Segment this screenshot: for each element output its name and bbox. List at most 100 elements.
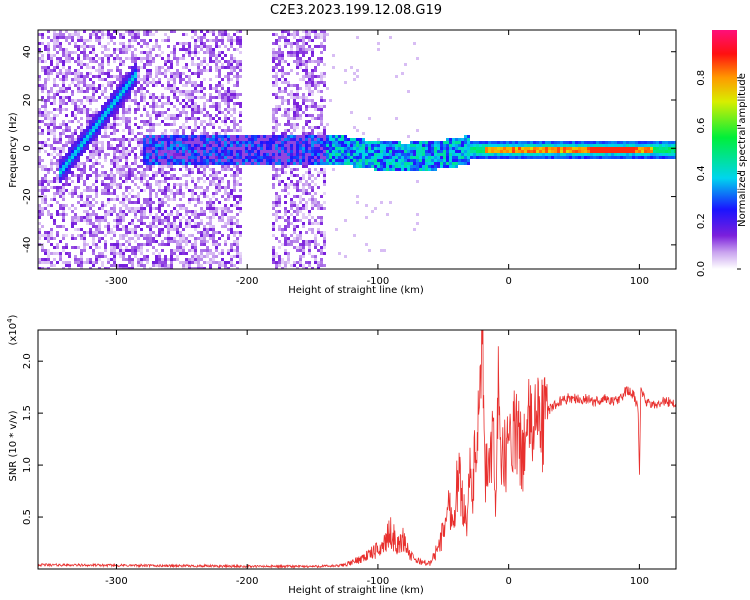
heatmap-cell [230, 219, 233, 222]
heatmap-cell [197, 216, 200, 219]
heatmap-cell [278, 198, 281, 201]
heatmap-cell [308, 135, 311, 138]
heatmap-cell [59, 132, 62, 135]
heatmap-cell [389, 144, 392, 147]
heatmap-cell [554, 144, 557, 147]
heatmap-cell [38, 57, 41, 60]
heatmap-cell [143, 99, 146, 102]
heatmap-cell [71, 144, 74, 147]
heatmap-cell [152, 189, 155, 192]
heatmap-cell [551, 141, 554, 144]
heatmap-cell [152, 105, 155, 108]
heatmap-cell [218, 33, 221, 36]
heatmap-cell [119, 36, 122, 39]
heatmap-cell [182, 249, 185, 252]
heatmap-cell [50, 186, 53, 189]
heatmap-cell [161, 243, 164, 246]
heatmap-cell [371, 165, 374, 168]
heatmap-cell [146, 168, 149, 171]
heatmap-cell [89, 72, 92, 75]
heatmap-cell [146, 159, 149, 162]
heatmap-cell [167, 183, 170, 186]
heatmap-cell [290, 90, 293, 93]
heatmap-cell [500, 141, 503, 144]
heatmap-cell [44, 168, 47, 171]
heatmap-cell [71, 195, 74, 198]
heatmap-cell [590, 153, 593, 156]
heatmap-cell [83, 129, 86, 132]
heatmap-cell [59, 126, 62, 129]
heatmap-cell [458, 138, 461, 141]
heatmap-cell [428, 159, 431, 162]
heatmap-cell [215, 156, 218, 159]
heatmap-cell [83, 132, 86, 135]
heatmap-cell [53, 141, 56, 144]
heatmap-cell [191, 132, 194, 135]
heatmap-cell [191, 60, 194, 63]
heatmap-cell [338, 159, 341, 162]
heatmap-cell [239, 201, 242, 204]
heatmap-cell [137, 141, 140, 144]
heatmap-cell [83, 108, 86, 111]
heatmap-cell [83, 168, 86, 171]
heatmap-cell [182, 162, 185, 165]
heatmap-cell [83, 201, 86, 204]
heatmap-cell [530, 156, 533, 159]
heatmap-cell [149, 228, 152, 231]
heatmap-cell [287, 255, 290, 258]
heatmap-cell [281, 69, 284, 72]
heatmap-cell [209, 222, 212, 225]
heatmap-cell [209, 48, 212, 51]
heatmap-cell [308, 246, 311, 249]
heatmap-cell [206, 141, 209, 144]
heatmap-cell [47, 249, 50, 252]
heatmap-cell [215, 243, 218, 246]
heatmap-cell [140, 144, 143, 147]
heatmap-cell [323, 99, 326, 102]
heatmap-cell [80, 45, 83, 48]
heatmap-cell [227, 129, 230, 132]
heatmap-cell [152, 48, 155, 51]
heatmap-cell [299, 156, 302, 159]
heatmap-cell [53, 120, 56, 123]
heatmap-cell [557, 144, 560, 147]
heatmap-cell [104, 132, 107, 135]
heatmap-cell [164, 201, 167, 204]
heatmap-cell [317, 249, 320, 252]
heatmap-cell [200, 96, 203, 99]
heatmap-cell [464, 153, 467, 156]
heatmap-cell [404, 168, 407, 171]
heatmap-cell [53, 123, 56, 126]
heatmap-cell [422, 162, 425, 165]
heatmap-cell [275, 138, 278, 141]
heatmap-cell [293, 228, 296, 231]
heatmap-cell [386, 213, 389, 216]
heatmap-cell [317, 114, 320, 117]
heatmap-cell [134, 213, 137, 216]
heatmap-cell [125, 171, 128, 174]
heatmap-cell [398, 144, 401, 147]
heatmap-cell [545, 153, 548, 156]
heatmap-cell [446, 138, 449, 141]
heatmap-cell [278, 174, 281, 177]
heatmap-cell [101, 36, 104, 39]
heatmap-cell [38, 189, 41, 192]
heatmap-cell [161, 132, 164, 135]
heatmap-cell [509, 150, 512, 153]
heatmap-cell [62, 150, 65, 153]
heatmap-cell [443, 162, 446, 165]
heatmap-cell [227, 168, 230, 171]
heatmap-cell [167, 159, 170, 162]
heatmap-cell [95, 120, 98, 123]
heatmap-cell [68, 183, 71, 186]
heatmap-cell [206, 135, 209, 138]
heatmap-cell [161, 141, 164, 144]
heatmap-cell [137, 66, 140, 69]
heatmap-cell [227, 99, 230, 102]
heatmap-cell [320, 90, 323, 93]
heatmap-cell [104, 189, 107, 192]
heatmap-cell [68, 252, 71, 255]
heatmap-cell [98, 225, 101, 228]
heatmap-cell [203, 114, 206, 117]
heatmap-cell [197, 96, 200, 99]
